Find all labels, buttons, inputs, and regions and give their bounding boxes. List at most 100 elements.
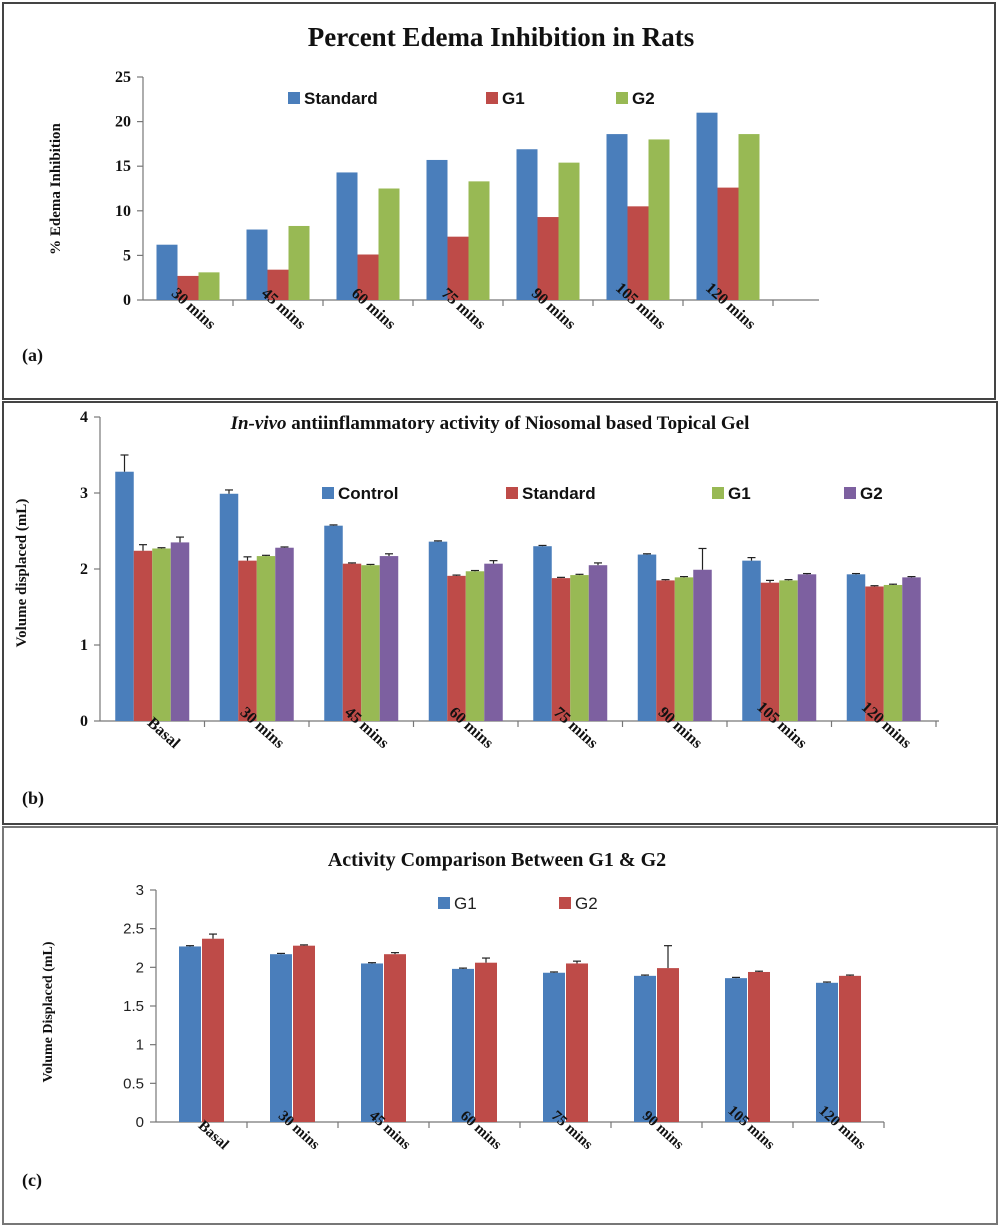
bar-b-g2 xyxy=(902,577,921,721)
bar-b-g1 xyxy=(883,584,903,721)
bar-a-g2 xyxy=(468,181,490,300)
bar-a-g1 xyxy=(717,187,739,300)
y-tick-label: 4 xyxy=(80,409,88,426)
y-axis-label: Volume displaced (mL) xyxy=(14,499,30,648)
bar-c-g2 xyxy=(475,962,497,1122)
bar-b-control xyxy=(324,525,343,721)
bar-b-standard xyxy=(865,586,884,721)
panel-label: (b) xyxy=(22,788,44,809)
legend-label: Standard xyxy=(304,89,378,108)
chart-panel-c: Activity Comparison Between G1 & G2 Volum… xyxy=(2,826,998,1225)
legend-swatch xyxy=(844,487,856,499)
bar-a-g2 xyxy=(378,188,400,300)
y-axis-label: Volume Displaced (mL) xyxy=(41,941,56,1082)
bar-b-g2 xyxy=(484,563,503,721)
bar-c-g2 xyxy=(839,975,861,1122)
y-tick-label: 3 xyxy=(136,882,144,899)
y-tick-label: 2 xyxy=(136,959,144,976)
bar-c-g2 xyxy=(657,968,679,1122)
bar-a-standard xyxy=(336,172,358,300)
legend-swatch xyxy=(438,897,450,909)
bar-b-standard xyxy=(447,575,466,721)
y-tick-label: 0.5 xyxy=(123,1075,144,1092)
bar-b-standard xyxy=(238,560,257,721)
bar-b-g1 xyxy=(361,565,380,721)
bar-a-standard xyxy=(426,159,448,300)
legend-swatch xyxy=(506,487,518,499)
bar-b-g2 xyxy=(170,542,190,721)
bar-c-g1 xyxy=(816,982,838,1122)
bar-b-control xyxy=(637,554,657,721)
bar-c-g1 xyxy=(270,954,292,1122)
legend-label: Standard xyxy=(522,484,596,503)
bar-b-g2 xyxy=(693,569,712,721)
bar-b-g2 xyxy=(379,556,399,721)
bar-b-g1 xyxy=(465,571,485,721)
bar-b-standard xyxy=(342,563,362,721)
bar-c-g1 xyxy=(725,978,747,1122)
bar-a-g1 xyxy=(267,269,289,300)
bar-b-g2 xyxy=(275,547,294,721)
y-tick-label: 25 xyxy=(115,69,131,86)
bar-c-g2 xyxy=(566,963,588,1122)
bar-c-g1 xyxy=(361,963,383,1122)
panel-label: (c) xyxy=(22,1170,42,1191)
bar-c-g2 xyxy=(384,954,406,1122)
y-tick-label: 1 xyxy=(136,1037,144,1054)
bar-b-g1 xyxy=(570,575,589,721)
y-tick-label: 1.5 xyxy=(123,998,144,1015)
bar-b-standard xyxy=(656,580,675,721)
bar-b-standard xyxy=(760,582,780,721)
bar-b-g2 xyxy=(588,565,608,721)
y-tick-label: 15 xyxy=(115,158,131,175)
legend-swatch xyxy=(559,897,571,909)
y-tick-label: 0 xyxy=(123,292,131,309)
bar-c-g1 xyxy=(634,975,656,1122)
bar-c-g1 xyxy=(543,972,565,1122)
chart-title: In-vivo antiinflammatory activity of Nio… xyxy=(230,413,750,434)
y-tick-label: 10 xyxy=(115,203,131,220)
legend-label: G1 xyxy=(728,484,751,503)
chart-b-svg: In-vivo antiinflammatory activity of Nio… xyxy=(14,409,939,809)
bar-b-control xyxy=(742,560,761,721)
bar-a-g1 xyxy=(177,275,199,300)
chart-title: Percent Edema Inhibition in Rats xyxy=(308,22,695,52)
bar-a-g1 xyxy=(627,206,649,300)
chart-c-svg: Activity Comparison Between G1 & G2 Volum… xyxy=(22,849,885,1191)
legend-swatch xyxy=(616,92,628,104)
legend-swatch xyxy=(288,92,300,104)
chart-title-italic: In-vivo xyxy=(230,413,287,434)
legend-label: G2 xyxy=(860,484,883,503)
legend-swatch xyxy=(322,487,334,499)
x-tick-label: Basal xyxy=(195,1118,232,1153)
legend-label: G2 xyxy=(632,89,655,108)
bar-b-g1 xyxy=(152,548,171,721)
bar-b-standard xyxy=(133,550,153,721)
bar-a-g2 xyxy=(558,162,580,300)
bar-c-g2 xyxy=(748,971,770,1122)
panel-label: (a) xyxy=(22,345,43,366)
bar-c-g1 xyxy=(179,946,201,1122)
bar-a-g2 xyxy=(648,139,670,300)
bar-c-g1 xyxy=(452,968,474,1122)
y-tick-label: 3 xyxy=(80,485,88,502)
bar-c-g2 xyxy=(202,938,224,1122)
bar-b-g2 xyxy=(797,574,817,721)
bar-a-g2 xyxy=(198,272,220,300)
bar-b-g1 xyxy=(674,577,694,721)
y-tick-label: 5 xyxy=(123,247,131,264)
chart-title-rest: antiinflammatory activity of Niosomal ba… xyxy=(287,413,750,434)
bar-c-g2 xyxy=(293,945,315,1122)
chart-title: Activity Comparison Between G1 & G2 xyxy=(328,849,666,871)
bar-b-control xyxy=(428,541,448,721)
bar-b-control xyxy=(846,574,866,721)
legend-swatch xyxy=(712,487,724,499)
bar-a-standard xyxy=(606,134,628,300)
legend-label: G2 xyxy=(575,894,598,913)
legend-label: G1 xyxy=(454,894,477,913)
bar-a-g2 xyxy=(288,225,310,300)
bar-a-standard xyxy=(246,229,268,300)
legend-swatch xyxy=(486,92,498,104)
legend-label: Control xyxy=(338,484,398,503)
legend-label: G1 xyxy=(502,89,525,108)
